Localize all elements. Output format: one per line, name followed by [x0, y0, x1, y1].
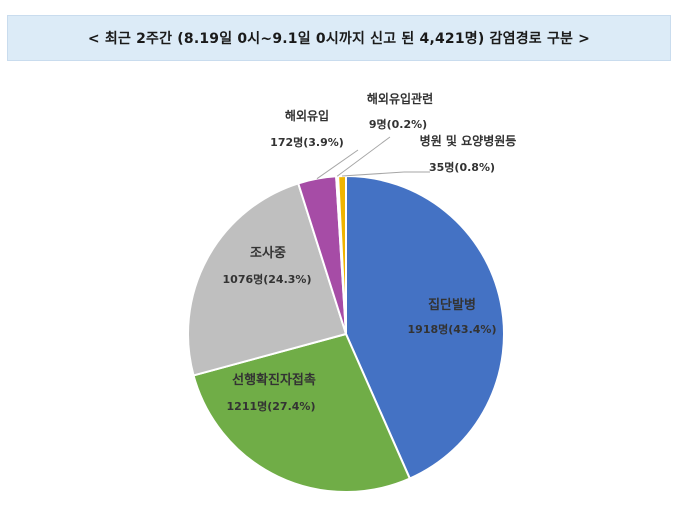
slice-value-0: 1918명(43.4%)	[408, 322, 497, 336]
slice-label-2: 조사중	[250, 245, 286, 261]
pie-slice-0	[345, 174, 505, 480]
chart-title: < 최근 2주간 (8.19일 0시~9.1일 0시까지 신고 된 4,421명…	[87, 31, 591, 47]
slice-value-3: 172명(3.9%)	[270, 135, 344, 149]
slice-value-2: 1076명(24.3%)	[223, 272, 312, 286]
slice-label-4: 해외유입관련	[367, 91, 433, 106]
slice-value-4: 9명(0.2%)	[369, 117, 427, 131]
slice-label-5: 병원 및 요양병원등	[420, 133, 517, 148]
chart-title-box: < 최근 2주간 (8.19일 0시~9.1일 0시까지 신고 된 4,421명…	[7, 15, 671, 61]
slice-label-3: 해외유입	[285, 108, 329, 123]
pie-slice-2	[187, 182, 348, 377]
leader-line-5	[342, 171, 405, 177]
slice-value-1: 1211명(27.4%)	[227, 399, 316, 413]
slice-label-1: 선행확진자접촉	[232, 372, 316, 388]
leader-line-4	[336, 136, 391, 177]
leader-line-3	[316, 149, 359, 180]
pie-slice-1	[192, 332, 412, 493]
slice-label-0: 집단발병	[428, 297, 476, 313]
slice-value-5: 35명(0.8%)	[429, 160, 495, 174]
